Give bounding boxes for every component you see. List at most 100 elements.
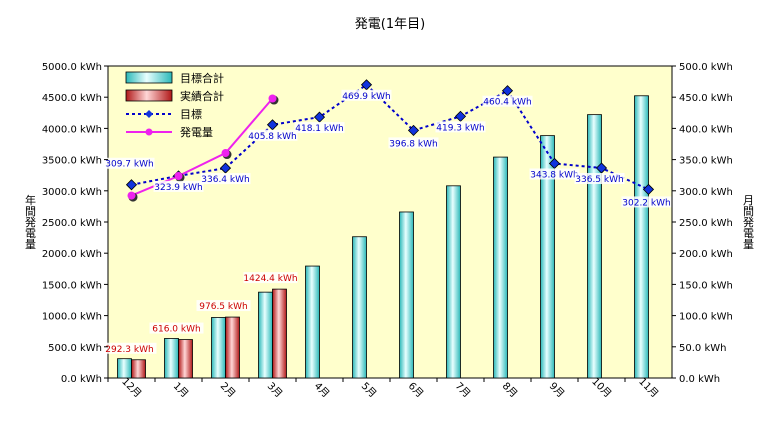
- left-axis-ticks: 0.0 kWh 500.0 kWh 1000.0 kWh 1500.0 kWh 2000…: [42, 62, 108, 385]
- x-axis-tick-label: 8月: [500, 380, 520, 400]
- x-axis-tick-label: 7月: [453, 380, 473, 400]
- generation-marker: [221, 149, 230, 158]
- target-monthly-label-bg: [294, 122, 345, 134]
- target-monthly-line: [131, 83, 649, 191]
- right-axis-tick-label: 300.0 kWh: [679, 187, 733, 198]
- right-axis-tick-label: 0.0 kWh: [679, 374, 720, 385]
- left-axis-tick-label: 3000.0 kWh: [42, 187, 102, 198]
- target-monthly-label: 460.4 kWh: [483, 98, 531, 108]
- legend-swatch: [125, 71, 173, 84]
- target-total-bar: [540, 135, 555, 379]
- target-monthly-label-bg: [388, 137, 439, 149]
- target-monthly-label: 405.8 kWh: [248, 132, 296, 142]
- legend-label: 実績合計: [180, 89, 224, 103]
- actual-total-label-bg: [102, 342, 157, 354]
- actual-total-label-bg: [149, 322, 204, 334]
- target-monthly-label-bg: [200, 173, 251, 185]
- left-axis-tick-label: 2500.0 kWh: [42, 218, 102, 229]
- right-axis-tick-label: 500.0 kWh: [679, 62, 733, 73]
- target-total-bar: [305, 265, 320, 379]
- target-total-bar: [634, 95, 649, 379]
- left-axis-tick-label: 3500.0 kWh: [42, 156, 102, 167]
- legend-swatch: [125, 89, 173, 102]
- target-monthly-label: 469.9 kWh: [342, 92, 390, 102]
- x-axis-tick-label: 1月: [171, 380, 191, 400]
- target-monthly-label-bg: [341, 89, 392, 101]
- right-axis-tick-label: 50.0 kWh: [679, 343, 726, 354]
- x-axis-tick-label: 6月: [406, 380, 426, 400]
- actual-total-label-bg: [243, 272, 298, 284]
- target-monthly-label: 336.5 kWh: [575, 175, 623, 185]
- x-axis-tick-label: 4月: [312, 380, 332, 400]
- legend-label: 目標合計: [180, 71, 224, 85]
- x-axis-tick-label: 3月: [265, 380, 285, 400]
- x-axis-tick-label: 5月: [359, 380, 379, 400]
- left-axis-tick-label: 1500.0 kWh: [42, 280, 102, 291]
- actual-total-bar: [272, 288, 287, 379]
- target-monthly-label: 343.8 kWh: [530, 170, 578, 180]
- x-axis-tick-label: 9月: [547, 380, 567, 400]
- target-monthly-label-bg: [247, 129, 298, 141]
- legend-label: 目標: [180, 107, 202, 121]
- target-monthly-label: 323.9 kWh: [154, 183, 202, 193]
- target-monthly-label-bg: [104, 157, 155, 169]
- target-total-bar: [258, 291, 273, 379]
- chart-title: 発電(1年目): [355, 17, 425, 32]
- target-monthly-marker: [642, 183, 655, 195]
- left-axis-tick-label: 4500.0 kWh: [42, 93, 102, 104]
- marker-layer: [125, 79, 655, 202]
- right-axis-tick-label: 100.0 kWh: [679, 312, 733, 323]
- right-axis-title: 月間発電量: [742, 195, 755, 250]
- target-monthly-label-bg: [529, 168, 580, 180]
- target-monthly-marker: [407, 124, 420, 136]
- generation-marker: [174, 172, 183, 181]
- left-axis-tick-label: 1000.0 kWh: [42, 312, 102, 323]
- target-monthly-label-bg: [621, 196, 672, 208]
- legend-label: 発電量: [180, 125, 213, 139]
- right-axis-ticks: 0.0 kWh 50.0 kWh 100.0 kWh 150.0 kWh 200.0 k…: [672, 62, 733, 385]
- target-monthly-label: 336.4 kWh: [201, 175, 249, 185]
- x-axis-tick-label: 11月: [636, 376, 661, 401]
- target-total-bar: [493, 156, 508, 379]
- target-total-bar: [446, 185, 461, 379]
- actual-total-bar: [225, 316, 240, 379]
- x-axis-tick-label: 12月: [119, 376, 144, 401]
- target-total-bar: [117, 358, 132, 379]
- target-total-bar: [211, 317, 226, 379]
- right-axis-tick-label: 400.0 kWh: [679, 124, 733, 135]
- target-monthly-label: 309.7 kWh: [105, 160, 153, 170]
- target-monthly-label-bg: [574, 173, 625, 185]
- target-monthly-label-bg: [482, 95, 533, 107]
- right-axis-tick-label: 150.0 kWh: [679, 280, 733, 291]
- x-axis-tick-label: 10月: [589, 376, 614, 401]
- target-monthly-label-bg: [435, 121, 486, 133]
- target-total-bar: [352, 236, 367, 379]
- generation-marker: [127, 191, 136, 200]
- right-axis-tick-label: 250.0 kWh: [679, 218, 733, 229]
- target-total-bar: [587, 114, 602, 379]
- actual-total-bar: [131, 359, 146, 379]
- legend-swatch-marker: [145, 128, 153, 136]
- right-axis-tick-label: 200.0 kWh: [679, 249, 733, 260]
- actual-total-label: 976.5 kWh: [199, 302, 247, 312]
- generation-marker: [268, 94, 277, 103]
- actual-total-label: 292.3 kWh: [105, 345, 153, 355]
- target-total-bar: [164, 338, 179, 379]
- right-axis-tick-label: 350.0 kWh: [679, 156, 733, 167]
- target-monthly-label: 302.2 kWh: [622, 198, 670, 208]
- actual-total-label: 1424.4 kWh: [243, 274, 297, 284]
- left-axis-tick-label: 5000.0 kWh: [42, 62, 102, 73]
- right-axis-tick-label: 450.0 kWh: [679, 93, 733, 104]
- target-total-bar: [399, 211, 414, 379]
- x-axis-ticks: 12月 1月 2月 3月 4月 5月 6月 7月 8月 9月 10月 11月: [107, 376, 661, 401]
- target-monthly-marker: [125, 179, 138, 191]
- left-axis-tick-label: 2000.0 kWh: [42, 249, 102, 260]
- left-axis-tick-label: 0.0 kWh: [61, 374, 102, 385]
- actual-total-label-bg: [196, 300, 251, 312]
- actual-total-bar: [178, 339, 193, 379]
- target-monthly-label: 396.8 kWh: [389, 139, 437, 149]
- x-axis-tick-label: 2月: [218, 380, 238, 400]
- left-axis-tick-label: 4000.0 kWh: [42, 124, 102, 135]
